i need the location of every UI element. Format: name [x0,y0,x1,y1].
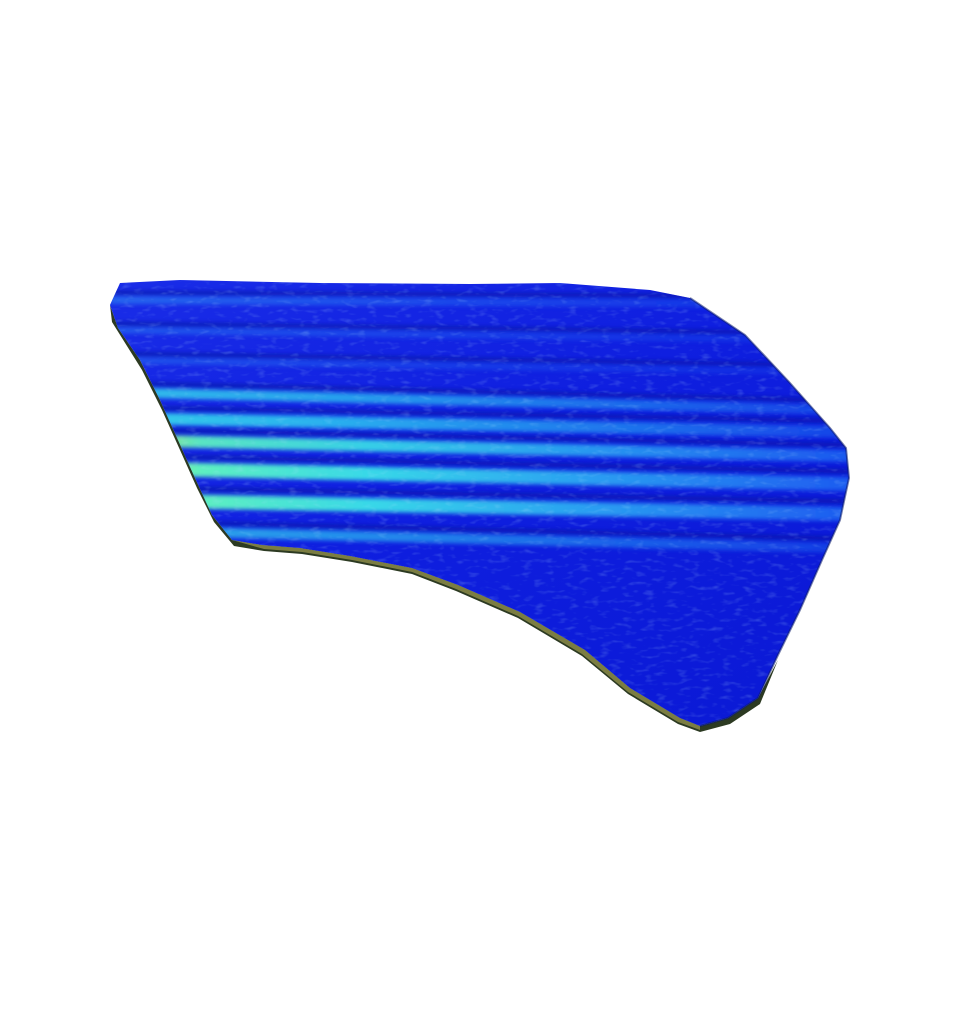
fragment-right-edge [689,297,851,727]
fragment-surface [110,280,849,726]
